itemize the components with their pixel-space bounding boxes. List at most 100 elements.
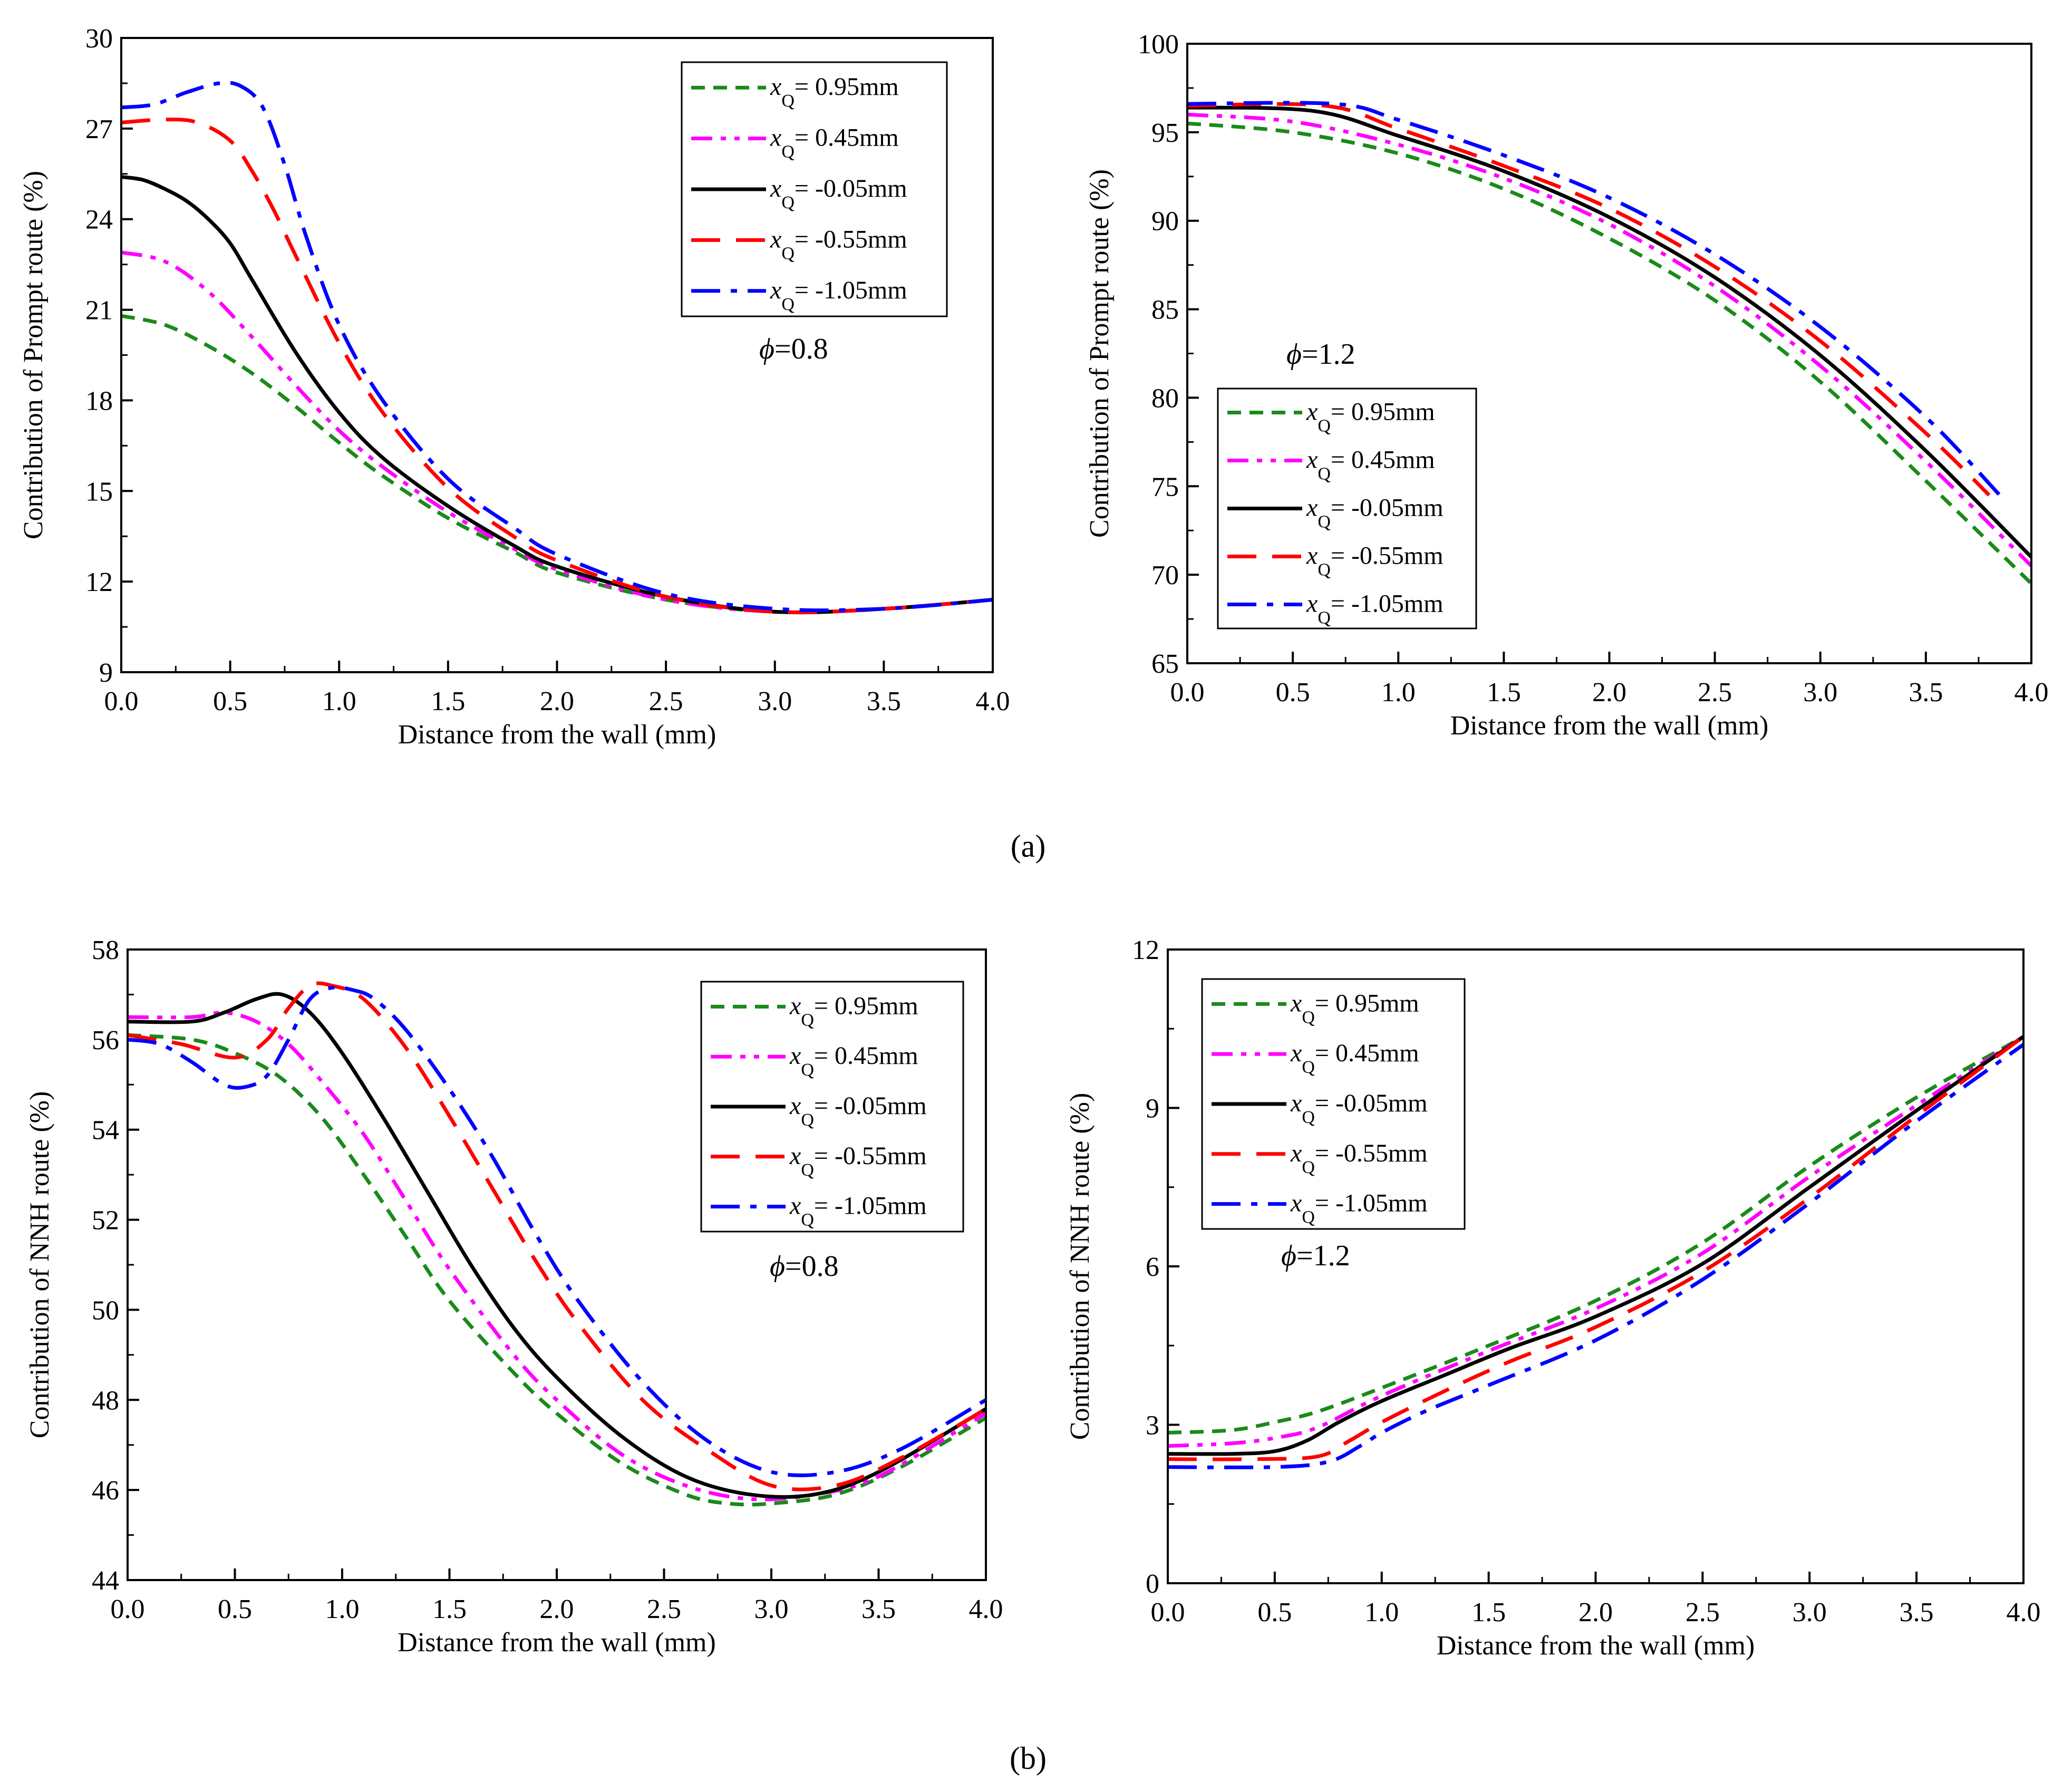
series-line-0.45 — [128, 1010, 986, 1502]
legend-label-0.45: xQ= 0.45mm — [1306, 446, 1435, 484]
series-line--0.05 — [128, 992, 986, 1499]
plot-frame — [1167, 948, 2025, 1584]
x-tick-label: 4.0 — [976, 686, 1010, 716]
series-line--1.05 — [121, 81, 993, 613]
series-line-0.95 — [1168, 1035, 2023, 1435]
legend-label--1.05: xQ= -1.05mm — [770, 276, 907, 314]
plot-frame — [127, 948, 987, 1581]
y-tick-label: 6 — [1146, 1252, 1159, 1282]
x-tick-label: 2.5 — [647, 1594, 681, 1624]
y-axis-label: Contribution of Prompt route (%) — [18, 171, 49, 539]
legend-label--1.05: xQ= -1.05mm — [789, 1192, 927, 1230]
series-line-0.45 — [1187, 112, 2031, 567]
chart-prompt-route-phi-0.8: 0.0 0.5 1.0 1.5 2.0 2.5 3.0 3.5 4.0 9 12 15 18 21 24 27… — [18, 24, 1010, 750]
x-tick-label: 3.5 — [1909, 677, 1943, 708]
series-line-0.45 — [1168, 1035, 2023, 1448]
legend-label-0.95: xQ= 0.95mm — [1290, 989, 1419, 1027]
series-line--1.05 — [128, 985, 986, 1477]
x-tick-label: 0.0 — [104, 686, 139, 716]
series-line--0.05 — [1187, 105, 2031, 559]
y-tick-label: 58 — [92, 935, 119, 965]
y-tick-label: 46 — [92, 1476, 119, 1506]
x-tick-label: 1.0 — [1364, 1597, 1399, 1628]
x-tick-label: 1.0 — [322, 686, 356, 716]
y-tick-label: 100 — [1138, 30, 1179, 60]
legend-label--1.05: xQ= -1.05mm — [1306, 590, 1444, 628]
x-tick-label: 1.5 — [431, 686, 465, 716]
series-line--1.05 — [1168, 1043, 2023, 1469]
legend-label--1.05: xQ= -1.05mm — [1290, 1189, 1428, 1227]
y-tick-label: 50 — [92, 1295, 119, 1325]
legend-label--0.55: xQ= -0.55mm — [789, 1142, 927, 1180]
y-tick-label: 12 — [85, 567, 113, 597]
caption-b: (b) — [1010, 1741, 1047, 1776]
x-tick-label: 0.5 — [1257, 1597, 1292, 1628]
x-tick-label: 3.0 — [1793, 1597, 1827, 1628]
y-tick-label: 0 — [1146, 1569, 1159, 1599]
legend-label--0.05: xQ= -0.05mm — [770, 175, 907, 212]
chart-nnh-route-phi-0.8: 0.0 0.5 1.0 1.5 2.0 2.5 3.0 3.5 4.0 44 46 48 50 52 54 5… — [25, 935, 1003, 1658]
x-tick-label: 0.5 — [213, 686, 247, 716]
x-axis-label: Distance from the wall (mm) — [1437, 1631, 1755, 1661]
legend-label--0.55: xQ= -0.55mm — [770, 225, 907, 263]
x-axis-label: Distance from the wall (mm) — [1450, 711, 1769, 741]
legend: xQ= 0.95mm xQ= 0.45mm xQ= -0.05mm xQ= -0.55… — [681, 61, 948, 317]
y-tick-label: 48 — [92, 1386, 119, 1416]
y-tick-label: 65 — [1151, 649, 1179, 679]
y-tick-label: 44 — [92, 1566, 119, 1596]
x-tick-label: 3.5 — [1900, 1597, 1934, 1628]
y-tick-label: 15 — [85, 477, 113, 507]
y-tick-label: 21 — [85, 296, 113, 326]
x-tick-label: 1.0 — [325, 1594, 360, 1624]
x-tick-label: 3.5 — [861, 1594, 896, 1624]
y-tick-label: 75 — [1151, 472, 1179, 502]
x-tick-label: 1.5 — [1471, 1597, 1506, 1628]
legend-label--0.05: xQ= -0.05mm — [1290, 1089, 1428, 1127]
x-tick-label: 1.5 — [1487, 677, 1521, 708]
y-tick-label: 30 — [85, 24, 113, 54]
legend-label-0.45: xQ= 0.45mm — [789, 1042, 918, 1080]
x-tick-label: 2.0 — [540, 686, 574, 716]
legend-label-0.45: xQ= 0.45mm — [1290, 1039, 1419, 1077]
y-tick-label: 18 — [85, 386, 113, 416]
series-line--0.55 — [128, 981, 986, 1491]
x-tick-label: 2.5 — [1686, 1597, 1720, 1628]
x-axis-label: Distance from the wall (mm) — [398, 720, 716, 750]
x-tick-label: 0.5 — [218, 1594, 252, 1624]
x-tick-label: 3.0 — [1803, 677, 1837, 708]
legend: xQ= 0.95mm xQ= 0.45mm xQ= -0.05mm xQ= -0.55… — [700, 981, 964, 1233]
series-line--1.05 — [1187, 101, 2001, 497]
y-tick-label: 80 — [1151, 383, 1179, 413]
series-line-0.95 — [128, 1033, 986, 1507]
y-tick-label: 52 — [92, 1206, 119, 1236]
x-tick-label: 2.5 — [1698, 677, 1732, 708]
legend: xQ= 0.95mm xQ= 0.45mm xQ= -0.05mm xQ= -0.55… — [1201, 978, 1466, 1230]
x-tick-label: 0.5 — [1276, 677, 1310, 708]
y-tick-label: 54 — [92, 1116, 119, 1146]
series-line--0.55 — [1187, 102, 1991, 497]
legend-label-0.95: xQ= 0.95mm — [770, 73, 899, 111]
legend-label-0.95: xQ= 0.95mm — [789, 992, 918, 1030]
plot-frame — [1186, 43, 2032, 664]
y-tick-label: 70 — [1151, 560, 1179, 590]
x-tick-label: 0.0 — [1151, 1597, 1185, 1628]
legend-label--0.05: xQ= -0.05mm — [1306, 494, 1444, 532]
x-tick-label: 3.0 — [754, 1594, 789, 1624]
x-tick-label: 0.0 — [111, 1594, 145, 1624]
legend-label-0.95: xQ= 0.95mm — [1306, 398, 1435, 436]
x-tick-label: 4.0 — [2014, 677, 2049, 708]
x-tick-label: 1.5 — [432, 1594, 467, 1624]
phi-annotation: ϕ=1.2 — [1281, 1239, 1350, 1272]
y-tick-label: 95 — [1151, 118, 1179, 148]
series-line--0.55 — [1168, 1035, 2023, 1461]
y-axis-label: Contribution of NNH route (%) — [1065, 1093, 1095, 1440]
x-tick-label: 1.0 — [1381, 677, 1416, 708]
legend-label--0.55: xQ= -0.55mm — [1290, 1139, 1428, 1177]
series-line-0.95 — [121, 314, 993, 614]
phi-annotation: ϕ=0.8 — [770, 1250, 839, 1283]
y-tick-label: 56 — [92, 1025, 119, 1055]
series-line--0.55 — [121, 118, 993, 615]
y-tick-label: 9 — [1146, 1094, 1159, 1124]
x-tick-label: 4.0 — [2007, 1597, 2041, 1628]
